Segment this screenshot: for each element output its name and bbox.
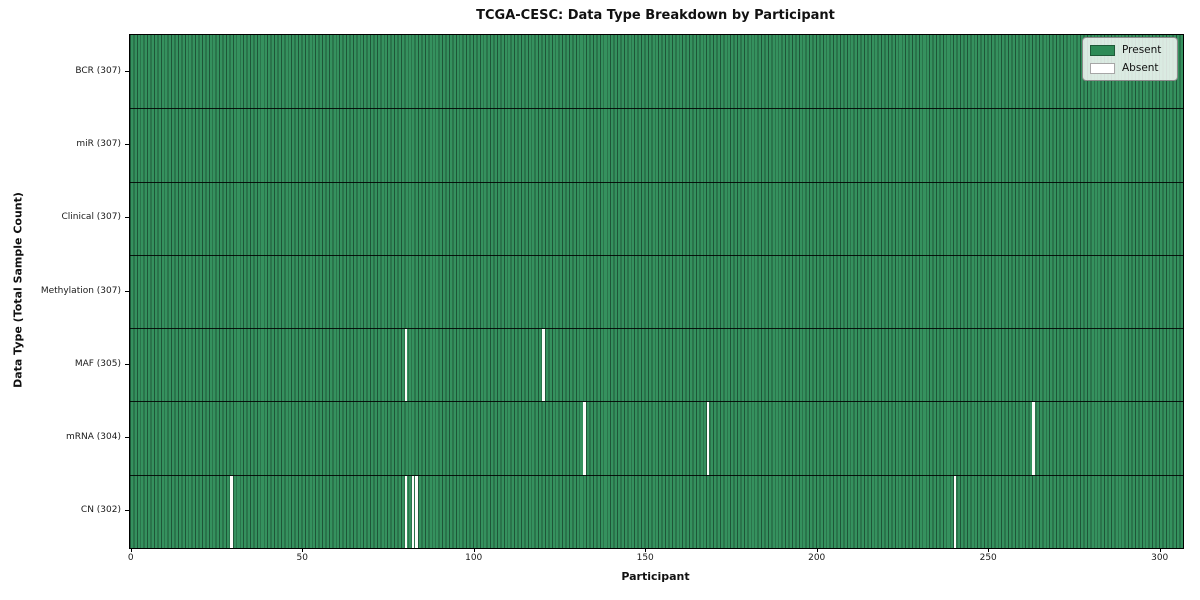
x-tick-label: 100 (465, 553, 483, 563)
x-tick (988, 548, 990, 552)
y-tick (125, 437, 129, 439)
x-axis-label: Participant (621, 570, 690, 583)
absent-cell (404, 475, 408, 548)
legend-item-absent: Absent (1090, 62, 1169, 74)
legend-item-present: Present (1090, 44, 1169, 56)
absent-cell (1032, 402, 1036, 475)
x-tick-label: 200 (808, 553, 826, 563)
chart-title: TCGA-CESC: Data Type Breakdown by Partic… (476, 8, 835, 23)
y-tick-label: Methylation (307) (40, 285, 121, 296)
x-tick-label: 250 (979, 553, 997, 563)
x-tick (816, 548, 818, 552)
y-tick (125, 217, 129, 219)
y-tick-label: BCR (307) (75, 65, 121, 76)
y-tick (125, 143, 129, 145)
absent-cell (415, 475, 418, 548)
y-tick (125, 363, 129, 365)
absent-cell (583, 402, 586, 475)
legend: Present Absent (1082, 37, 1178, 81)
x-tick-label: 50 (296, 553, 308, 563)
y-tick-label: MAF (305) (74, 358, 121, 369)
heatmap-row-mRNA (130, 401, 1183, 475)
x-tick-label: 150 (636, 553, 654, 563)
x-tick-label: 300 (1151, 553, 1169, 563)
x-tick (302, 548, 304, 552)
x-tick (473, 548, 475, 552)
legend-swatch-icon (1090, 44, 1115, 56)
absent-cell (953, 475, 957, 548)
legend-label: Present (1122, 44, 1162, 56)
y-tick-label: miR (307) (76, 138, 121, 149)
heatmap-row-BCR (130, 35, 1183, 109)
legend-label: Absent (1122, 62, 1159, 74)
x-tick (130, 548, 132, 552)
x-tick (1159, 548, 1161, 552)
y-tick (125, 70, 129, 72)
y-tick (125, 510, 129, 512)
y-tick-label: Clinical (307) (61, 212, 121, 223)
heatmap-row-CN (130, 474, 1183, 548)
absent-cell (411, 475, 415, 548)
y-tick-label: mRNA (304) (66, 432, 121, 443)
absent-cell (229, 475, 233, 548)
absent-cell (706, 402, 710, 475)
heatmap-row-Methylation (130, 254, 1183, 329)
y-tick (125, 290, 129, 292)
heatmap-plot-area (129, 34, 1184, 549)
x-tick (645, 548, 647, 552)
heatmap-row-Clinical (130, 181, 1183, 255)
absent-cell (404, 329, 408, 402)
absent-cell (541, 329, 545, 402)
x-tick-label: 0 (127, 553, 134, 563)
heatmap-row-MAF (130, 328, 1183, 402)
legend-swatch-icon (1090, 62, 1115, 74)
y-tick-label: CN (302) (80, 505, 121, 516)
heatmap-row-miR (130, 108, 1183, 182)
